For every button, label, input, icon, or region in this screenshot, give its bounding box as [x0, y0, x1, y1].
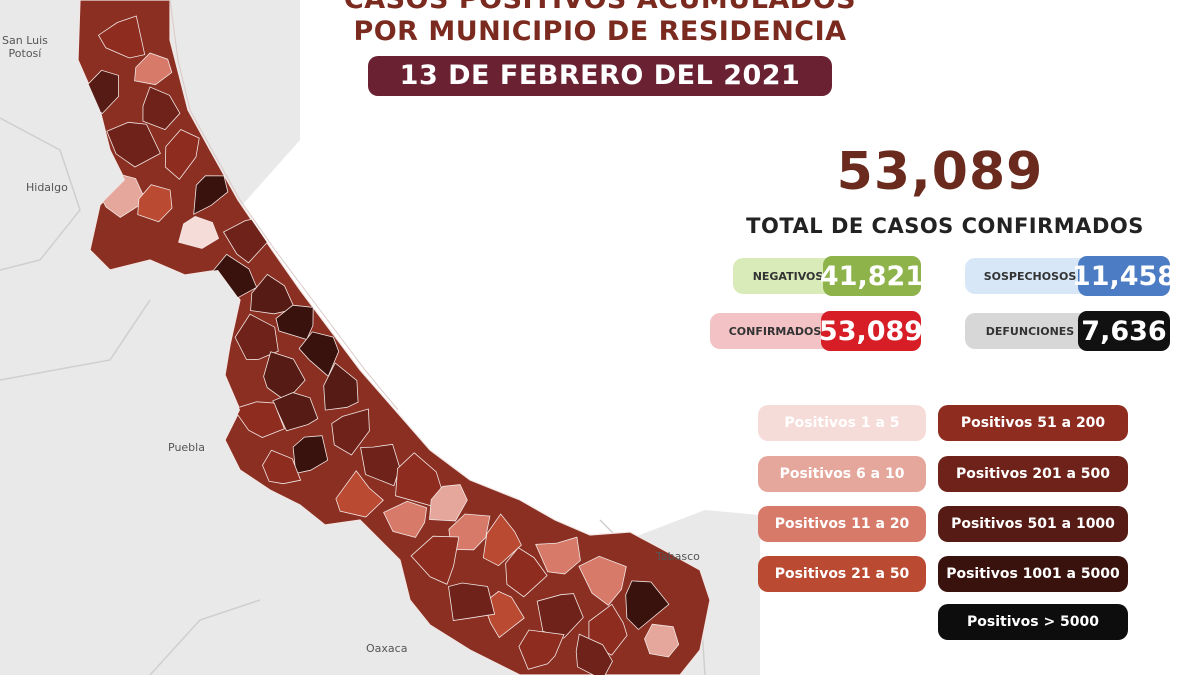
municipality-patch: [292, 435, 329, 474]
municipality-patch: [134, 52, 173, 86]
title-line-1: CASOS POSITIVOS ACUMULADOS: [300, 0, 900, 15]
stat-sospechosos: SOSPECHOSOS 11,458: [965, 256, 1176, 296]
stat-sospechosos-value: 11,458: [1072, 256, 1176, 296]
municipality-patch: [164, 129, 200, 180]
legend-positivos-6-10: Positivos 6 a 10: [758, 456, 926, 492]
municipality-patch: [323, 362, 359, 411]
total-confirmed-label: TOTAL DE CASOS CONFIRMADOS: [746, 214, 1144, 238]
municipality-patch: [360, 443, 401, 487]
municipality-patch: [575, 633, 613, 675]
municipality-patch: [97, 15, 146, 59]
state-borders: [0, 117, 706, 675]
stat-defunciones-value: 7,636: [1078, 311, 1170, 351]
stat-negativos: NEGATIVOS 41,821: [733, 256, 924, 296]
map-svg: [0, 0, 760, 675]
legend-positivos-mas-5000: Positivos > 5000: [938, 604, 1128, 640]
municipality-patch: [250, 273, 296, 315]
municipality-patch: [335, 470, 384, 518]
municipality-patch: [193, 175, 229, 215]
legend-positivos-201-500: Positivos 201 a 500: [938, 456, 1128, 492]
municipality-patch: [262, 449, 302, 485]
municipality-patch: [518, 629, 565, 670]
stat-negativos-value: 41,821: [820, 256, 924, 296]
veracruz-map: San Luis Potosí Hidalgo Puebla Oaxaca Ta…: [0, 0, 760, 675]
municipality-patches: [85, 15, 680, 675]
legend-positivos-11-20: Positivos 11 a 20: [758, 506, 926, 542]
total-confirmed-number: 53,089: [836, 142, 1044, 202]
municipality-patch: [178, 215, 220, 249]
legend-positivos-1001-5000: Positivos 1001 a 5000: [938, 556, 1128, 592]
label-tabasco: Tabasco: [656, 550, 700, 563]
municipality-patch: [106, 121, 161, 168]
coast-line: [169, 0, 399, 411]
title-line-2: POR MUNICIPIO DE RESIDENCIA: [353, 16, 847, 47]
municipality-patch: [383, 500, 428, 538]
municipality-patch: [578, 555, 627, 606]
municipality-patch: [535, 536, 581, 575]
municipality-patch: [505, 547, 548, 598]
municipality-patch: [625, 580, 670, 631]
legend-positivos-51-200: Positivos 51 a 200: [938, 405, 1128, 441]
municipality-patch: [331, 408, 370, 456]
legend-positivos-21-50: Positivos 21 a 50: [758, 556, 926, 592]
municipality-patch: [429, 484, 468, 522]
stat-sospechosos-label: SOSPECHOSOS: [965, 258, 1095, 294]
municipality-patch: [137, 184, 173, 223]
municipality-patch: [536, 593, 584, 639]
municipality-patch: [448, 513, 491, 551]
stat-confirmados-label: CONFIRMADOS: [710, 313, 840, 349]
label-oaxaca: Oaxaca: [366, 642, 408, 655]
municipality-patch: [142, 86, 181, 131]
municipality-patch: [410, 535, 460, 585]
stat-confirmados: CONFIRMADOS 53,089: [710, 311, 923, 351]
label-hidalgo: Hidalgo: [26, 181, 68, 194]
municipality-patch: [482, 513, 522, 567]
legend-positivos-501-1000: Positivos 501 a 1000: [938, 506, 1128, 542]
municipality-patch: [644, 623, 680, 658]
date-banner: 13 DE FEBRERO DEL 2021: [368, 56, 832, 96]
municipality-patch: [272, 392, 319, 432]
label-puebla: Puebla: [168, 441, 205, 454]
stat-confirmados-value: 53,089: [819, 311, 923, 351]
municipality-patch: [448, 582, 496, 621]
legend-positivos-1-5: Positivos 1 a 5: [758, 405, 926, 441]
stat-defunciones: DEFUNCIONES 7,636: [965, 311, 1170, 351]
stat-defunciones-label: DEFUNCIONES: [965, 313, 1095, 349]
label-san-luis-potosi: San Luis Potosí: [2, 34, 48, 60]
municipality-patch: [234, 313, 279, 360]
